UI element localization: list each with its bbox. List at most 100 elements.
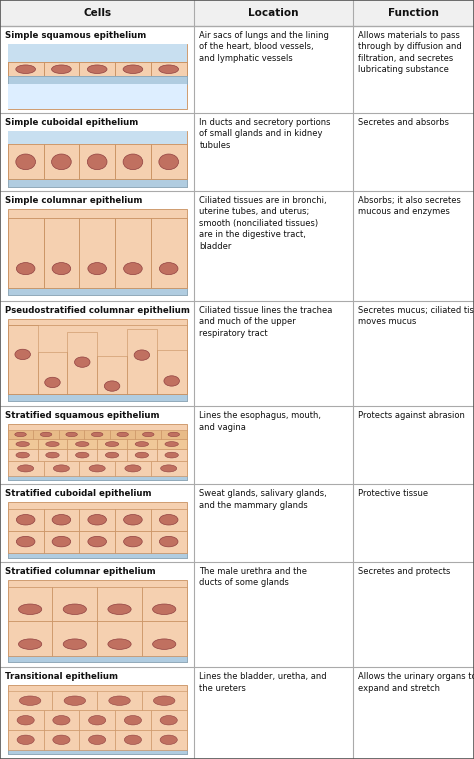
Text: Protects against abrasion: Protects against abrasion xyxy=(358,411,465,420)
Bar xyxy=(0,191,474,301)
Bar xyxy=(8,430,33,439)
Bar xyxy=(8,144,44,179)
Bar xyxy=(67,449,97,461)
Bar xyxy=(8,476,187,480)
Ellipse shape xyxy=(88,263,107,275)
Bar xyxy=(59,430,84,439)
Ellipse shape xyxy=(168,432,180,436)
Text: Sweat glands, salivary glands,
and the mammary glands: Sweat glands, salivary glands, and the m… xyxy=(200,489,327,509)
Ellipse shape xyxy=(19,696,41,705)
Bar xyxy=(8,395,187,401)
Bar xyxy=(8,657,187,662)
Ellipse shape xyxy=(159,65,179,74)
Ellipse shape xyxy=(135,452,148,458)
Bar xyxy=(8,580,187,662)
Bar xyxy=(115,62,151,77)
Bar xyxy=(8,326,187,395)
Ellipse shape xyxy=(161,465,177,472)
Ellipse shape xyxy=(87,154,107,170)
Text: Lines the esophagus, mouth,
and vagina: Lines the esophagus, mouth, and vagina xyxy=(200,411,321,432)
Bar xyxy=(161,430,187,439)
Bar xyxy=(84,430,110,439)
Bar xyxy=(67,439,97,449)
Bar xyxy=(8,62,44,77)
Text: Cells: Cells xyxy=(83,8,111,18)
Bar xyxy=(79,531,115,553)
Text: Stratified columnar epithelium: Stratified columnar epithelium xyxy=(5,567,155,576)
Bar xyxy=(8,509,44,531)
Bar xyxy=(8,461,44,476)
Text: Secretes and absorbs: Secretes and absorbs xyxy=(358,118,449,127)
Ellipse shape xyxy=(52,515,71,525)
Ellipse shape xyxy=(164,376,180,386)
Bar xyxy=(53,587,97,622)
Bar xyxy=(115,461,151,476)
Bar xyxy=(97,622,142,657)
Bar xyxy=(8,62,187,77)
Ellipse shape xyxy=(105,442,119,446)
Ellipse shape xyxy=(18,604,42,615)
Bar xyxy=(8,531,44,553)
Ellipse shape xyxy=(105,452,119,458)
Ellipse shape xyxy=(15,432,26,436)
Bar xyxy=(8,710,44,730)
Ellipse shape xyxy=(52,65,71,74)
Ellipse shape xyxy=(40,432,52,436)
Ellipse shape xyxy=(165,452,178,458)
Bar xyxy=(151,461,187,476)
Bar xyxy=(97,357,127,395)
Bar xyxy=(0,667,474,759)
Bar xyxy=(53,622,97,657)
Text: Stratified cuboidal epithelium: Stratified cuboidal epithelium xyxy=(5,489,152,498)
Ellipse shape xyxy=(17,537,35,546)
Ellipse shape xyxy=(88,537,107,546)
Ellipse shape xyxy=(123,154,143,170)
Ellipse shape xyxy=(124,716,142,725)
Bar xyxy=(115,509,151,531)
Bar xyxy=(33,430,59,439)
Ellipse shape xyxy=(159,537,178,546)
Bar xyxy=(0,26,474,113)
Text: Pseudostratified columnar epithelium: Pseudostratified columnar epithelium xyxy=(5,306,190,315)
Bar xyxy=(0,406,474,484)
Text: Allows the urinary organs to
expand and stretch: Allows the urinary organs to expand and … xyxy=(358,672,474,693)
Ellipse shape xyxy=(54,465,70,472)
Bar xyxy=(44,730,79,750)
Text: Allows materials to pass
through by diffusion and
filtration, and secretes
lubri: Allows materials to pass through by diff… xyxy=(358,31,462,74)
Ellipse shape xyxy=(108,639,131,650)
Bar xyxy=(79,509,115,531)
Bar xyxy=(44,710,79,730)
Bar xyxy=(8,730,44,750)
Bar xyxy=(151,531,187,553)
Ellipse shape xyxy=(160,735,177,745)
Bar xyxy=(157,449,187,461)
Ellipse shape xyxy=(89,465,105,472)
Ellipse shape xyxy=(63,604,86,615)
Text: Air sacs of lungs and the lining
of the heart, blood vessels,
and lymphatic vess: Air sacs of lungs and the lining of the … xyxy=(200,31,329,63)
Bar xyxy=(79,730,115,750)
Ellipse shape xyxy=(18,639,42,650)
Ellipse shape xyxy=(125,465,141,472)
Bar xyxy=(8,439,37,449)
Bar xyxy=(8,131,187,187)
Text: The male urethra and the
ducts of some glands: The male urethra and the ducts of some g… xyxy=(200,567,307,587)
Text: Simple cuboidal epithelium: Simple cuboidal epithelium xyxy=(5,118,138,127)
Bar xyxy=(8,691,53,710)
Bar xyxy=(8,750,187,754)
Ellipse shape xyxy=(153,639,176,650)
Bar xyxy=(97,691,142,710)
Bar xyxy=(115,710,151,730)
Bar xyxy=(0,484,474,562)
Ellipse shape xyxy=(165,442,178,446)
Bar xyxy=(127,329,157,395)
Ellipse shape xyxy=(46,442,59,446)
Bar xyxy=(44,144,79,179)
Ellipse shape xyxy=(18,465,34,472)
Ellipse shape xyxy=(154,696,175,705)
Bar xyxy=(97,439,127,449)
Ellipse shape xyxy=(46,452,59,458)
Ellipse shape xyxy=(15,349,30,360)
Text: In ducts and secretory portions
of small glands and in kidney
tubules: In ducts and secretory portions of small… xyxy=(200,118,331,150)
Text: Function: Function xyxy=(388,8,439,18)
Bar xyxy=(8,553,187,558)
